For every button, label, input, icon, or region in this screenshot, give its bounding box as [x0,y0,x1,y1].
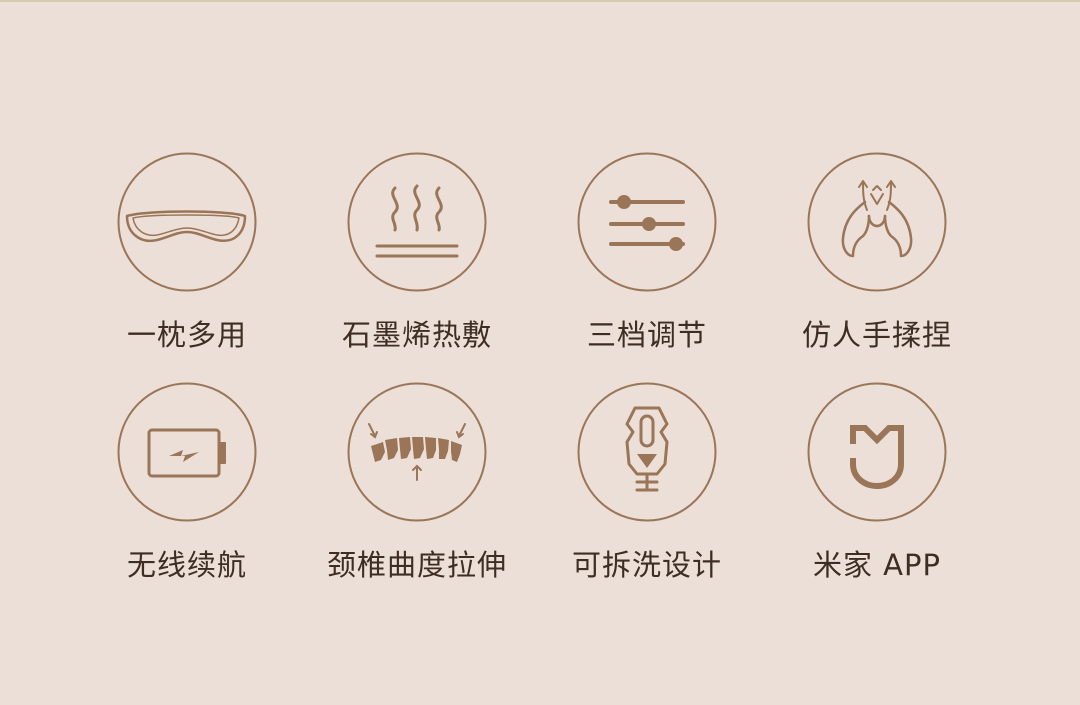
feature-label: 三档调节 [586,318,707,352]
heat-wave-icon [347,152,487,292]
feature-cervical-stretch: 颈椎曲度拉伸 [302,382,532,602]
feature-label: 石墨烯热敷 [341,318,492,352]
feature-label: 一枕多用 [126,318,247,352]
feature-removable-washable: 可拆洗设计 [532,382,762,602]
feature-label: 米家 APP [812,548,942,582]
feature-label: 无线续航 [126,548,247,582]
feature-hand-kneading: 仿人手揉捏 [762,152,992,372]
zipper-icon [577,382,717,522]
spine-stretch-icon [347,382,487,522]
feature-wireless-battery: 无线续航 [72,382,302,602]
mijia-logo-icon [807,382,947,522]
feature-label: 颈椎曲度拉伸 [326,548,507,582]
feature-multi-use: 一枕多用 [72,152,302,372]
feature-three-levels: 三档调节 [532,152,762,372]
top-divider [0,0,1080,2]
feature-label: 可拆洗设计 [571,548,722,582]
pillow-icon [117,152,257,292]
feature-label: 仿人手揉捏 [801,318,952,352]
slider-settings-icon [577,152,717,292]
feature-graphene-heat: 石墨烯热敷 [302,152,532,372]
battery-charging-icon [117,382,257,522]
hand-kneading-icon [807,152,947,292]
feature-mijia-app: 米家 APP [762,382,992,602]
